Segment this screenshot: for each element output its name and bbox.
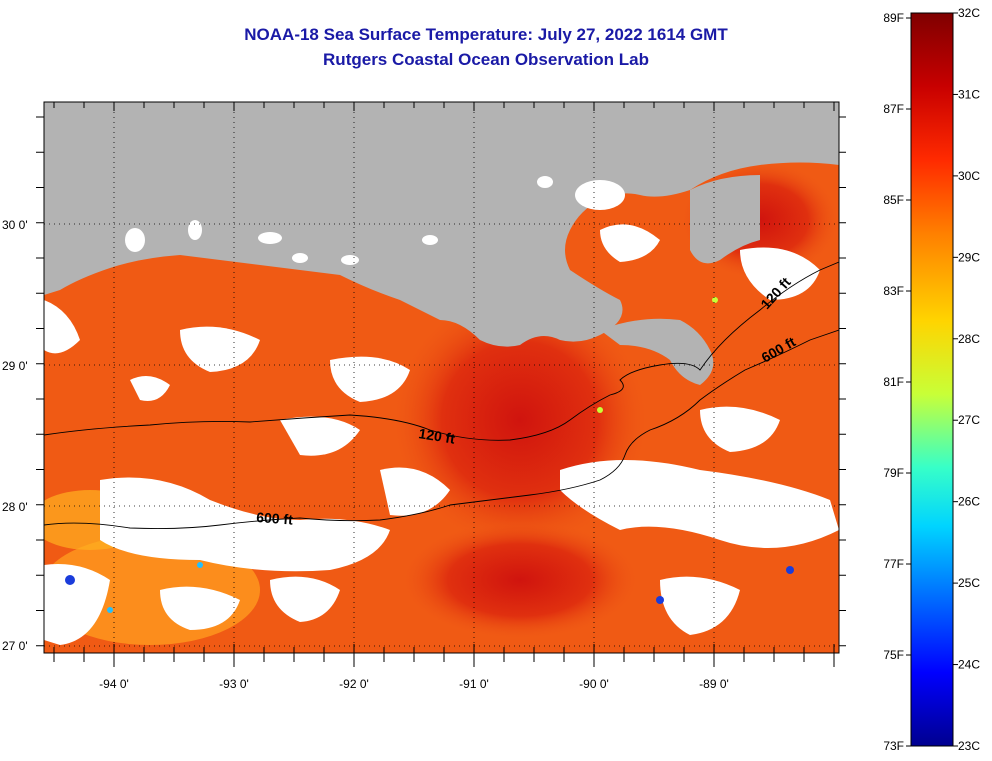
map-title: NOAA-18 Sea Surface Temperature: July 27… — [244, 25, 728, 44]
contour-label-120-west: 120 ft — [418, 425, 457, 447]
colorbar-label-f: 85F — [883, 193, 904, 207]
colorbar-label-f: 79F — [883, 466, 904, 480]
lat-label-29: 29 0' — [2, 359, 28, 373]
colorbar-label-f: 81F — [883, 375, 904, 389]
colorbar-label-c: 28C — [958, 332, 980, 346]
lon-label-94: -94 0' — [99, 677, 129, 691]
colorbar — [910, 12, 954, 747]
map-frame — [43, 101, 840, 654]
colorbar-label-f: 89F — [883, 11, 904, 25]
cloud-cold-edges — [65, 297, 794, 613]
cloud-mask — [44, 224, 839, 645]
colorbar-label-c: 25C — [958, 576, 980, 590]
colorbar-label-c: 31C — [958, 87, 980, 101]
map-subtitle: Rutgers Coastal Ocean Observation Lab — [323, 50, 649, 69]
ocean-hot-south — [400, 520, 640, 640]
colorbar-label-c: 32C — [958, 6, 980, 20]
map-ticks — [36, 102, 846, 667]
colorbar-label-f: 73F — [883, 739, 904, 753]
colorbar-label-c: 24C — [958, 658, 980, 672]
contour-600ft — [44, 329, 839, 530]
graticule — [44, 102, 839, 653]
land-delta — [600, 318, 714, 385]
contour-120ft — [44, 261, 839, 441]
colorbar-label-f: 83F — [883, 284, 904, 298]
colorbar-label-f: 77F — [883, 557, 904, 571]
lon-label-91: -91 0' — [459, 677, 489, 691]
lat-label-30: 30 0' — [2, 218, 28, 232]
contour-label-600-west: 600 ft — [256, 509, 294, 528]
land-islands — [125, 176, 625, 265]
lon-label-89: -89 0' — [699, 677, 729, 691]
colorbar-label-c: 30C — [958, 169, 980, 183]
land-east — [690, 175, 760, 264]
colorbar-label-c: 23C — [958, 739, 980, 753]
colorbar-label-c: 26C — [958, 495, 980, 509]
lat-label-28: 28 0' — [2, 500, 28, 514]
colorbar-fahrenheit-labels: 89F 87F 85F 83F 81F 79F 77F 75F 73F — [883, 11, 911, 753]
lon-label-92: -92 0' — [339, 677, 369, 691]
lat-label-27: 27 0' — [2, 639, 28, 653]
lon-label-90: -90 0' — [579, 677, 609, 691]
colorbar-label-f: 87F — [883, 102, 904, 116]
land-gulf-coast — [44, 102, 839, 347]
colorbar-label-c: 27C — [958, 413, 980, 427]
colorbar-label-c: 29C — [958, 250, 980, 264]
lon-label-93: -93 0' — [219, 677, 249, 691]
colorbar-celsius-labels: 32C 31C 30C 29C 28C 27C 26C 25C 24C 23C — [953, 6, 980, 753]
colorbar-label-f: 75F — [883, 648, 904, 662]
